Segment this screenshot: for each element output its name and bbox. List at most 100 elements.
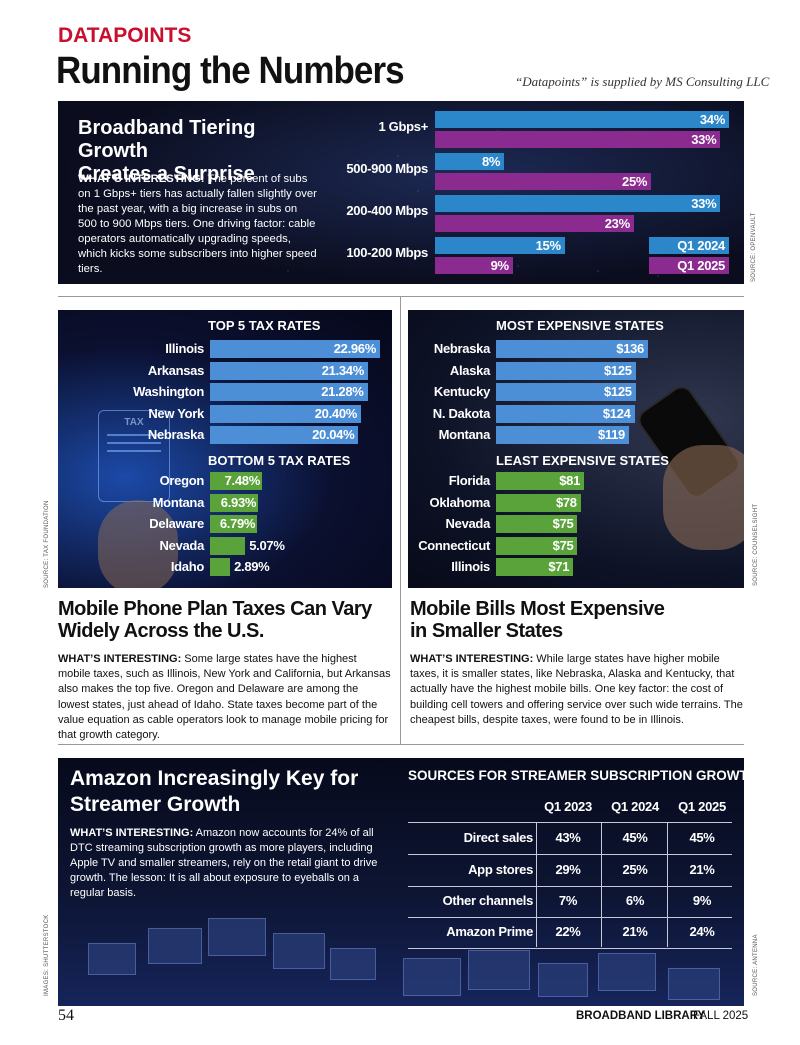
top-tax-label: Washington bbox=[133, 384, 204, 399]
video-thumbnail bbox=[403, 958, 461, 996]
bills-headline: Mobile Bills Most Expensive in Smaller S… bbox=[410, 598, 665, 642]
streamer-body: WHAT’S INTERESTING: Amazon now accounts … bbox=[70, 826, 380, 901]
tier-label: 500-900 Mbps bbox=[346, 161, 428, 176]
table-row-label: App stores bbox=[468, 862, 533, 877]
top-tax-value: 21.28% bbox=[321, 384, 364, 399]
least-expensive-value: $75 bbox=[552, 537, 574, 553]
video-thumbnail bbox=[598, 953, 656, 991]
streamer-source: SOURCE: ANTENNA bbox=[753, 934, 759, 996]
tier-label: 100-200 Mbps bbox=[346, 245, 428, 260]
issue-label: FALL 2025 bbox=[693, 1010, 749, 1022]
top-tax-heading: TOP 5 TAX RATES bbox=[208, 318, 321, 333]
table-cell: 22% bbox=[555, 924, 581, 939]
tax-document-icon: TAX bbox=[98, 410, 170, 502]
most-expensive-value: $125 bbox=[603, 384, 632, 399]
bills-body: WHAT’S INTERESTING: While large states h… bbox=[410, 652, 746, 728]
bills-headline-line2: in Smaller States bbox=[410, 620, 563, 642]
table-rule bbox=[408, 917, 732, 918]
bills-source: SOURCE: COUNSELSIGHT bbox=[753, 503, 759, 586]
tiering-body-text: The percent of subs on 1 Gbps+ tiers has… bbox=[78, 173, 317, 275]
most-expensive-value: $125 bbox=[603, 362, 632, 378]
most-expensive-label: Alaska bbox=[449, 362, 490, 378]
most-expensive-heading: MOST EXPENSIVE STATES bbox=[496, 318, 664, 333]
least-expensive-bar bbox=[496, 558, 574, 576]
most-expensive-label: N. Dakota bbox=[432, 405, 491, 421]
streamer-lead: WHAT’S INTERESTING: bbox=[70, 827, 194, 839]
table-column-header: Q1 2025 bbox=[678, 799, 726, 814]
tier-bar bbox=[435, 257, 513, 274]
bottom-tax-label: Idaho bbox=[170, 559, 204, 574]
tax-lead: WHAT’S INTERESTING: bbox=[58, 653, 182, 665]
bottom-tax-bar bbox=[210, 493, 259, 512]
tax-source: SOURCE: TAX FOUNDATION bbox=[44, 500, 50, 588]
top-tax-bar bbox=[210, 404, 362, 423]
least-expensive-bar bbox=[496, 472, 584, 490]
table-cell: 45% bbox=[622, 830, 648, 845]
table-column-rule bbox=[601, 822, 602, 947]
tax-body: WHAT’S INTERESTING: Some large states ha… bbox=[58, 652, 392, 743]
video-thumbnail bbox=[208, 918, 266, 956]
tax-headline: Mobile Phone Plan Taxes Can Vary Widely … bbox=[58, 598, 372, 642]
table-rule bbox=[408, 854, 732, 855]
table-cell: 9% bbox=[692, 893, 712, 908]
bottom-tax-value: 7.48% bbox=[224, 473, 261, 488]
bills-lead: WHAT’S INTERESTING: bbox=[410, 653, 534, 665]
bottom-tax-label: Delaware bbox=[149, 516, 204, 531]
least-expensive-label: Illinois bbox=[451, 559, 490, 574]
top-tax-bar bbox=[210, 383, 368, 401]
divider-top bbox=[58, 296, 744, 297]
bottom-tax-value: 6.79% bbox=[219, 516, 256, 531]
tier-bar bbox=[435, 111, 729, 128]
most-expensive-bar bbox=[496, 383, 636, 401]
least-expensive-value: $71 bbox=[548, 559, 570, 574]
least-expensive-bar bbox=[496, 536, 578, 555]
table-cell: 7% bbox=[558, 893, 578, 908]
tier-label: 200-400 Mbps bbox=[346, 203, 428, 218]
table-column-header: Q1 2023 bbox=[544, 799, 592, 814]
table-cell: 21% bbox=[622, 924, 648, 939]
bills-body-text: While large states have higher mobile ta… bbox=[410, 653, 743, 726]
tier-bar-value: 25% bbox=[622, 174, 648, 189]
bottom-tax-label: Nevada bbox=[159, 537, 205, 553]
table-cell: 24% bbox=[689, 924, 715, 939]
top-tax-value: 20.40% bbox=[314, 405, 358, 421]
tier-bar-value: 15% bbox=[535, 238, 561, 253]
legend-swatch bbox=[649, 257, 729, 274]
least-expensive-label: Connecticut bbox=[418, 537, 490, 553]
images-credit: IMAGES: SHUTTERSTOCK bbox=[44, 914, 50, 996]
page-title: Running the Numbers bbox=[56, 50, 405, 92]
video-thumbnail bbox=[668, 968, 720, 1000]
least-expensive-label: Nevada bbox=[445, 516, 491, 531]
streamer-title-line2: Streamer Growth bbox=[70, 793, 241, 816]
table-cell: 25% bbox=[622, 862, 648, 877]
table-cell: 21% bbox=[689, 862, 715, 877]
bills-headline-line1: Mobile Bills Most Expensive bbox=[410, 598, 665, 620]
legend-label: Q1 2024 bbox=[677, 238, 725, 253]
tier-label: 1 Gbps+ bbox=[378, 119, 428, 134]
tiering-lead: WHAT’S INTERESTING: bbox=[78, 173, 205, 185]
tier-bar-value: 33% bbox=[691, 196, 717, 211]
tiering-title-line1: Broadband Tiering Growth bbox=[78, 117, 256, 162]
table-rule bbox=[408, 886, 732, 887]
least-expensive-label: Oklahoma bbox=[429, 494, 491, 510]
video-thumbnail bbox=[273, 933, 325, 969]
table-column-header: Q1 2024 bbox=[611, 799, 659, 814]
tiering-title-line2: Creates a Surprise bbox=[78, 163, 255, 185]
most-expensive-value: $119 bbox=[597, 427, 625, 442]
table-row-label: Other channels bbox=[442, 893, 534, 908]
streamer-body-text: Amazon now accounts for 24% of all DTC s… bbox=[70, 827, 378, 899]
bottom-tax-bar bbox=[210, 558, 231, 576]
tier-bar-value: 9% bbox=[490, 258, 510, 273]
table-column-rule bbox=[536, 822, 537, 947]
bottom-tax-heading: BOTTOM 5 TAX RATES bbox=[208, 453, 351, 468]
tiering-source: SOURCE: OPENVAULT bbox=[751, 212, 757, 282]
least-expensive-value: $81 bbox=[559, 473, 580, 488]
least-expensive-heading: LEAST EXPENSIVE STATES bbox=[496, 453, 669, 468]
table-rule bbox=[408, 948, 732, 949]
bottom-tax-label: Oregon bbox=[159, 473, 205, 488]
tier-bar-value: 34% bbox=[699, 112, 725, 127]
top-tax-bar bbox=[210, 340, 380, 358]
bottom-tax-bar bbox=[210, 472, 262, 490]
supplied-by-note: “Datapoints” is supplied by MS Consultin… bbox=[515, 74, 770, 89]
top-tax-label: Nebraska bbox=[147, 427, 204, 442]
